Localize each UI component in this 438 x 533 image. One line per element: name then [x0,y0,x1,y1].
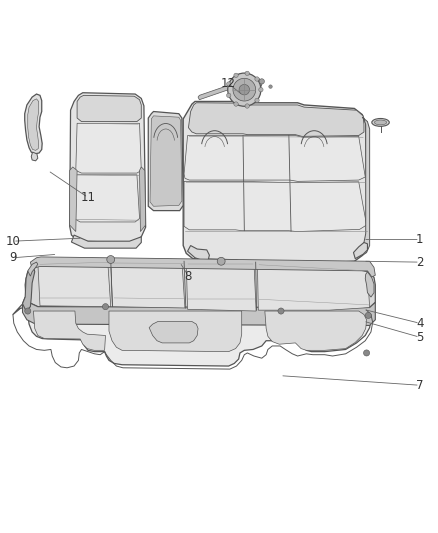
Circle shape [278,308,284,314]
Text: 7: 7 [416,379,424,392]
Circle shape [102,304,109,310]
Polygon shape [258,263,370,310]
Polygon shape [183,101,367,264]
Circle shape [269,85,272,88]
Circle shape [217,257,225,265]
Polygon shape [77,95,141,122]
Text: 1: 1 [416,233,424,246]
Polygon shape [25,259,375,312]
Polygon shape [28,99,39,150]
Ellipse shape [374,120,387,125]
Polygon shape [74,175,140,222]
Circle shape [245,71,249,76]
Polygon shape [109,311,242,352]
Circle shape [255,77,259,81]
Polygon shape [188,103,364,136]
Circle shape [234,73,238,77]
Polygon shape [30,257,375,277]
Circle shape [245,104,249,108]
Polygon shape [22,297,375,326]
Polygon shape [13,302,371,366]
Polygon shape [70,167,77,231]
Circle shape [259,87,263,92]
Text: 8: 8 [185,270,192,282]
Polygon shape [149,321,198,343]
Polygon shape [198,85,232,100]
Polygon shape [186,262,256,311]
Text: 4: 4 [416,317,424,330]
Text: 10: 10 [6,235,20,248]
Polygon shape [148,111,183,211]
Text: 2: 2 [416,256,424,269]
Circle shape [107,256,115,263]
Circle shape [226,93,231,98]
Circle shape [239,84,250,95]
Polygon shape [365,272,374,297]
Polygon shape [111,261,185,308]
Text: 11: 11 [81,191,95,204]
Text: 5: 5 [416,331,424,344]
Polygon shape [33,311,106,350]
Circle shape [25,308,31,314]
Polygon shape [353,243,367,259]
Circle shape [255,98,259,102]
Text: 9: 9 [9,251,17,264]
Polygon shape [31,152,38,161]
Polygon shape [38,260,111,306]
Text: 12: 12 [220,77,235,90]
Polygon shape [150,116,182,206]
Polygon shape [25,94,42,154]
Circle shape [259,79,265,84]
Polygon shape [243,79,263,87]
Polygon shape [184,135,365,181]
Polygon shape [70,93,146,243]
Polygon shape [187,246,209,261]
Circle shape [364,350,370,356]
Circle shape [226,82,231,86]
Ellipse shape [372,118,389,126]
Polygon shape [265,311,367,350]
Polygon shape [140,167,146,231]
Polygon shape [22,266,35,311]
Polygon shape [71,235,141,248]
Circle shape [234,102,238,106]
Circle shape [228,73,261,106]
Polygon shape [76,123,141,173]
Polygon shape [184,181,367,231]
Polygon shape [361,117,370,256]
Circle shape [365,312,371,318]
Polygon shape [28,262,38,276]
Circle shape [233,78,256,101]
